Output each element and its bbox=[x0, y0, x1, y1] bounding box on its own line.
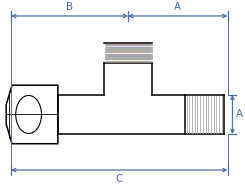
Text: A: A bbox=[236, 109, 244, 119]
Text: A: A bbox=[174, 2, 181, 12]
Text: B: B bbox=[66, 2, 73, 12]
Text: C: C bbox=[116, 174, 123, 184]
